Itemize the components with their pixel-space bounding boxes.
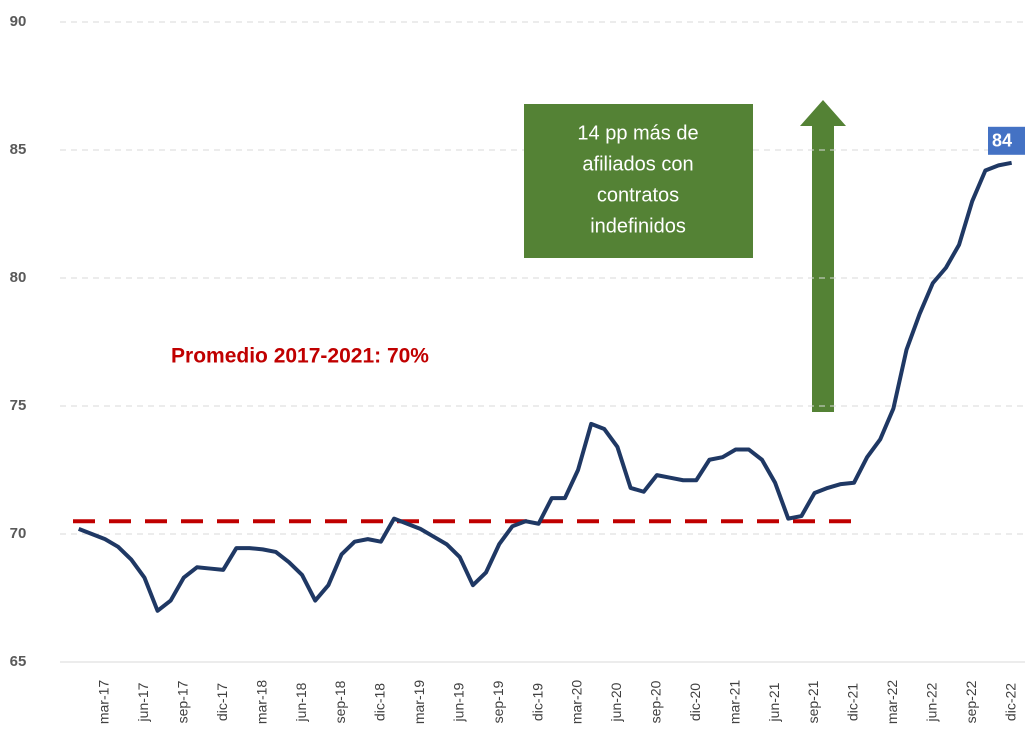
- x-tick-label: mar-19: [411, 680, 427, 725]
- y-tick-label: 90: [10, 13, 27, 30]
- x-tick-label: dic-19: [529, 683, 545, 721]
- x-tick-label: sep-17: [175, 680, 191, 723]
- x-tick-label: jun-19: [450, 682, 466, 722]
- x-tick-label: sep-22: [963, 680, 979, 723]
- x-tick-label: dic-18: [372, 683, 388, 721]
- x-tick-label: mar-18: [253, 680, 269, 725]
- x-tick-label: sep-18: [332, 680, 348, 723]
- x-tick-label: jun-20: [608, 682, 624, 722]
- x-tick-label: mar-17: [96, 680, 112, 725]
- x-tick-label: sep-20: [648, 680, 664, 723]
- x-tick-label: jun-17: [135, 682, 151, 722]
- callout-text: indefinidos: [590, 215, 686, 237]
- value-label: 84: [992, 131, 1012, 151]
- average-label: Promedio 2017-2021: 70%: [171, 345, 429, 368]
- x-tick-label: dic-21: [845, 683, 861, 721]
- x-tick-label: jun-22: [924, 682, 940, 722]
- callout-text: contratos: [597, 184, 679, 206]
- x-tick-label: dic-20: [687, 683, 703, 721]
- y-tick-label: 80: [10, 269, 27, 286]
- x-tick-label: dic-22: [1002, 683, 1018, 721]
- arrow: [800, 100, 846, 412]
- y-tick-label: 65: [10, 653, 27, 670]
- x-tick-label: mar-21: [726, 680, 742, 725]
- x-tick-label: sep-19: [490, 680, 506, 723]
- x-tick-label: jun-21: [766, 682, 782, 722]
- callout-box: [524, 104, 753, 258]
- callout-text: 14 pp más de: [577, 122, 698, 144]
- x-tick-label: mar-20: [569, 680, 585, 725]
- line: [77, 160, 1013, 613]
- callout-text: afiliados con: [582, 153, 693, 175]
- y-tick-label: 85: [10, 141, 27, 158]
- value-label-box: [988, 126, 1025, 155]
- x-tick-label: jun-18: [293, 682, 309, 722]
- x-tick-label: mar-22: [884, 680, 900, 725]
- y-tick-label: 75: [10, 397, 27, 414]
- x-tick-label: sep-21: [805, 680, 821, 723]
- x-tick-label: dic-17: [214, 683, 230, 721]
- y-tick-label: 70: [10, 525, 27, 542]
